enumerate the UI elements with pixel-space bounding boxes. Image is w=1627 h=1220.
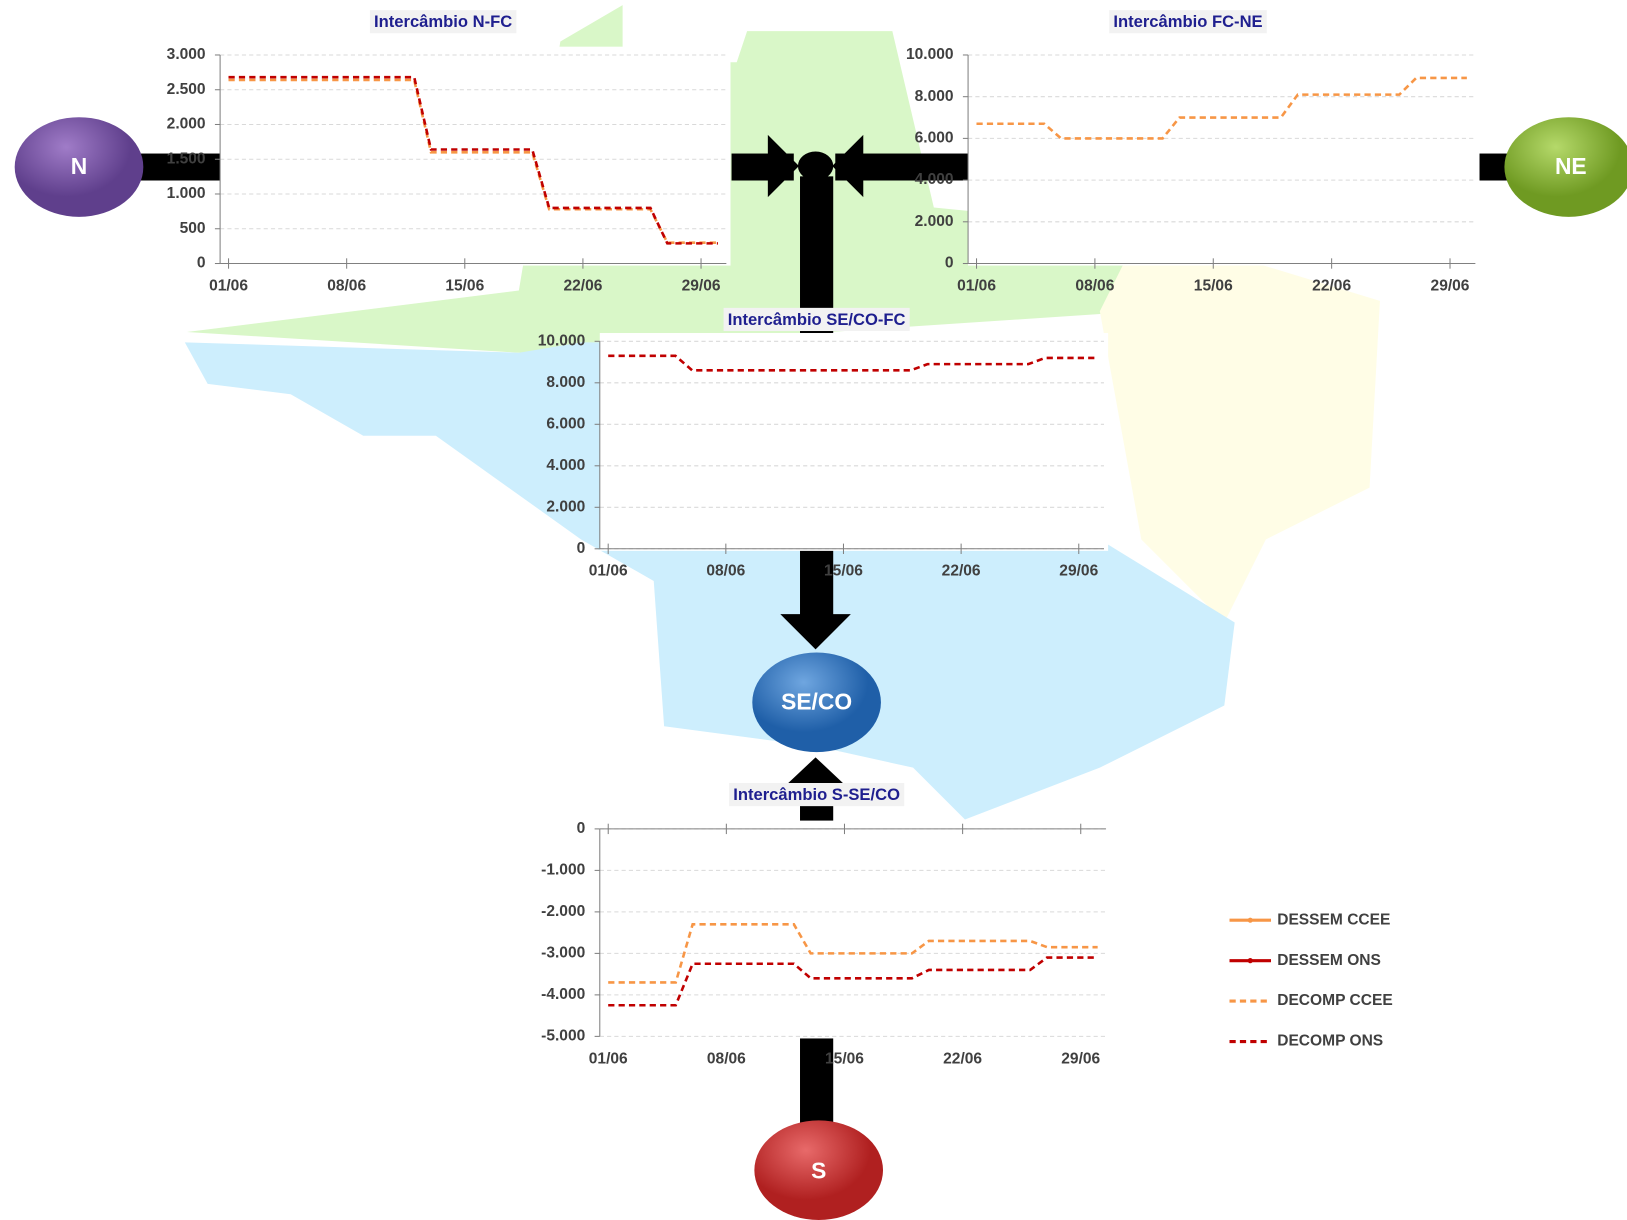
y-tick-label: 0 bbox=[945, 255, 954, 272]
charts: Intercâmbio N-FC 0 500 1.000 1.500 2.000 2.500… bbox=[167, 10, 1480, 1067]
x-tick-label: 15/06 bbox=[824, 563, 863, 580]
title-background bbox=[1109, 10, 1267, 34]
x-tick-label: 29/06 bbox=[682, 277, 721, 294]
y-tick-label: 2.000 bbox=[167, 116, 206, 133]
y-tick-label: -5.000 bbox=[541, 1027, 585, 1044]
node-n bbox=[14, 117, 144, 217]
y-tick-label: 6.000 bbox=[915, 130, 954, 147]
y-tick-label: -1.000 bbox=[541, 862, 585, 879]
x-tick-label: 29/06 bbox=[1061, 1050, 1100, 1067]
y-tick-label: 3.000 bbox=[167, 46, 206, 63]
x-tick-label: 01/06 bbox=[957, 277, 996, 294]
y-tick-label: -3.000 bbox=[541, 944, 585, 961]
plot-background bbox=[599, 333, 1109, 551]
chart-title: Intercâmbio S-SE/CO bbox=[733, 785, 900, 804]
node-label: S bbox=[811, 1157, 826, 1183]
x-tick-label: 08/06 bbox=[327, 277, 366, 294]
node-label: N bbox=[71, 153, 87, 179]
chart-title: Intercâmbio N-FC bbox=[374, 12, 512, 31]
x-tick-label: 22/06 bbox=[942, 563, 981, 580]
node-seco bbox=[752, 652, 881, 753]
title-background bbox=[729, 782, 905, 807]
chart-title: Intercâmbio SE/CO-FC bbox=[728, 310, 906, 329]
y-tick-label: 0 bbox=[197, 255, 206, 272]
legend-label: DESSEM CCEE bbox=[1277, 911, 1390, 928]
chart-title: Intercâmbio FC-NE bbox=[1113, 12, 1262, 31]
y-tick-label: -2.000 bbox=[541, 903, 585, 920]
x-tick-label: 01/06 bbox=[589, 1050, 628, 1067]
x-tick-label: 29/06 bbox=[1431, 277, 1470, 294]
nodes: N NE SE/CO S bbox=[14, 117, 1627, 1220]
legend-marker bbox=[1247, 917, 1253, 923]
y-tick-label: 2.000 bbox=[915, 213, 954, 230]
series-line bbox=[976, 76, 1467, 140]
x-tick-label: 01/06 bbox=[209, 277, 248, 294]
legend-label: DESSEM ONS bbox=[1277, 952, 1381, 969]
y-tick-label: 6.000 bbox=[546, 415, 585, 432]
y-tick-label: 0 bbox=[577, 820, 586, 837]
plot-background bbox=[599, 820, 1111, 1039]
x-tick-label: 08/06 bbox=[707, 1050, 746, 1067]
node-label: NE bbox=[1555, 153, 1587, 179]
legend-marker bbox=[1247, 958, 1253, 964]
x-tick-label: 15/06 bbox=[825, 1050, 864, 1067]
series-line bbox=[608, 923, 1098, 984]
plot-background bbox=[968, 46, 1480, 266]
y-tick-label: 8.000 bbox=[546, 374, 585, 391]
x-tick-label: 01/06 bbox=[589, 563, 628, 580]
x-tick-label: 15/06 bbox=[445, 277, 484, 294]
y-tick-label: 10.000 bbox=[538, 332, 586, 349]
y-tick-label: 10.000 bbox=[906, 46, 954, 63]
x-tick-label: 15/06 bbox=[1194, 277, 1233, 294]
x-tick-label: 08/06 bbox=[1075, 277, 1114, 294]
node-label: SE/CO bbox=[781, 688, 852, 714]
x-tick-label: 08/06 bbox=[706, 563, 745, 580]
series-line bbox=[228, 78, 718, 244]
legend-label: DECOMP ONS bbox=[1277, 1033, 1383, 1050]
title-background bbox=[369, 10, 517, 34]
y-tick-label: 500 bbox=[180, 220, 206, 237]
y-tick-label: 2.000 bbox=[546, 498, 585, 515]
y-tick-label: 1.500 bbox=[167, 150, 206, 167]
series-line bbox=[608, 956, 1098, 1007]
title-background bbox=[723, 307, 910, 332]
series-line bbox=[608, 354, 1096, 372]
y-tick-label: 4.000 bbox=[915, 171, 954, 188]
y-tick-label: 8.000 bbox=[915, 88, 954, 105]
x-tick-label: 22/06 bbox=[1312, 277, 1351, 294]
y-tick-label: 0 bbox=[577, 540, 586, 557]
x-tick-label: 29/06 bbox=[1059, 563, 1098, 580]
x-tick-label: 22/06 bbox=[943, 1050, 982, 1067]
y-tick-label: -4.000 bbox=[541, 986, 585, 1003]
node-ne bbox=[1504, 117, 1627, 217]
y-tick-label: 1.000 bbox=[167, 185, 206, 202]
x-tick-label: 22/06 bbox=[563, 277, 602, 294]
y-tick-label: 4.000 bbox=[546, 457, 585, 474]
series-line bbox=[228, 75, 718, 245]
legend-label: DECOMP CCEE bbox=[1277, 992, 1392, 1009]
y-tick-label: 2.500 bbox=[167, 81, 206, 98]
node-s bbox=[754, 1120, 884, 1220]
